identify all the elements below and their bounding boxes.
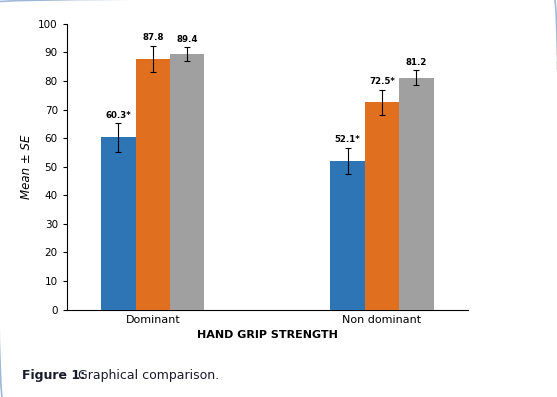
Bar <box>365 102 399 310</box>
Bar <box>170 54 204 310</box>
Y-axis label: Mean ± SE: Mean ± SE <box>19 135 33 199</box>
Text: 60.3*: 60.3* <box>105 111 131 119</box>
Text: 72.5*: 72.5* <box>369 77 395 86</box>
Text: 81.2: 81.2 <box>405 58 427 67</box>
Text: 87.8: 87.8 <box>142 33 164 42</box>
Text: 52.1*: 52.1* <box>335 135 360 145</box>
Text: 89.4: 89.4 <box>177 35 198 44</box>
Bar <box>101 137 135 310</box>
Bar <box>135 59 170 310</box>
X-axis label: HAND GRIP STRENGTH: HAND GRIP STRENGTH <box>197 330 338 340</box>
Bar <box>399 77 433 310</box>
Legend: RA, FM, Control: RA, FM, Control <box>554 29 557 73</box>
Text: Figure 1:: Figure 1: <box>22 369 85 382</box>
Text: Graphical comparison.: Graphical comparison. <box>74 369 219 382</box>
Bar <box>330 161 365 310</box>
